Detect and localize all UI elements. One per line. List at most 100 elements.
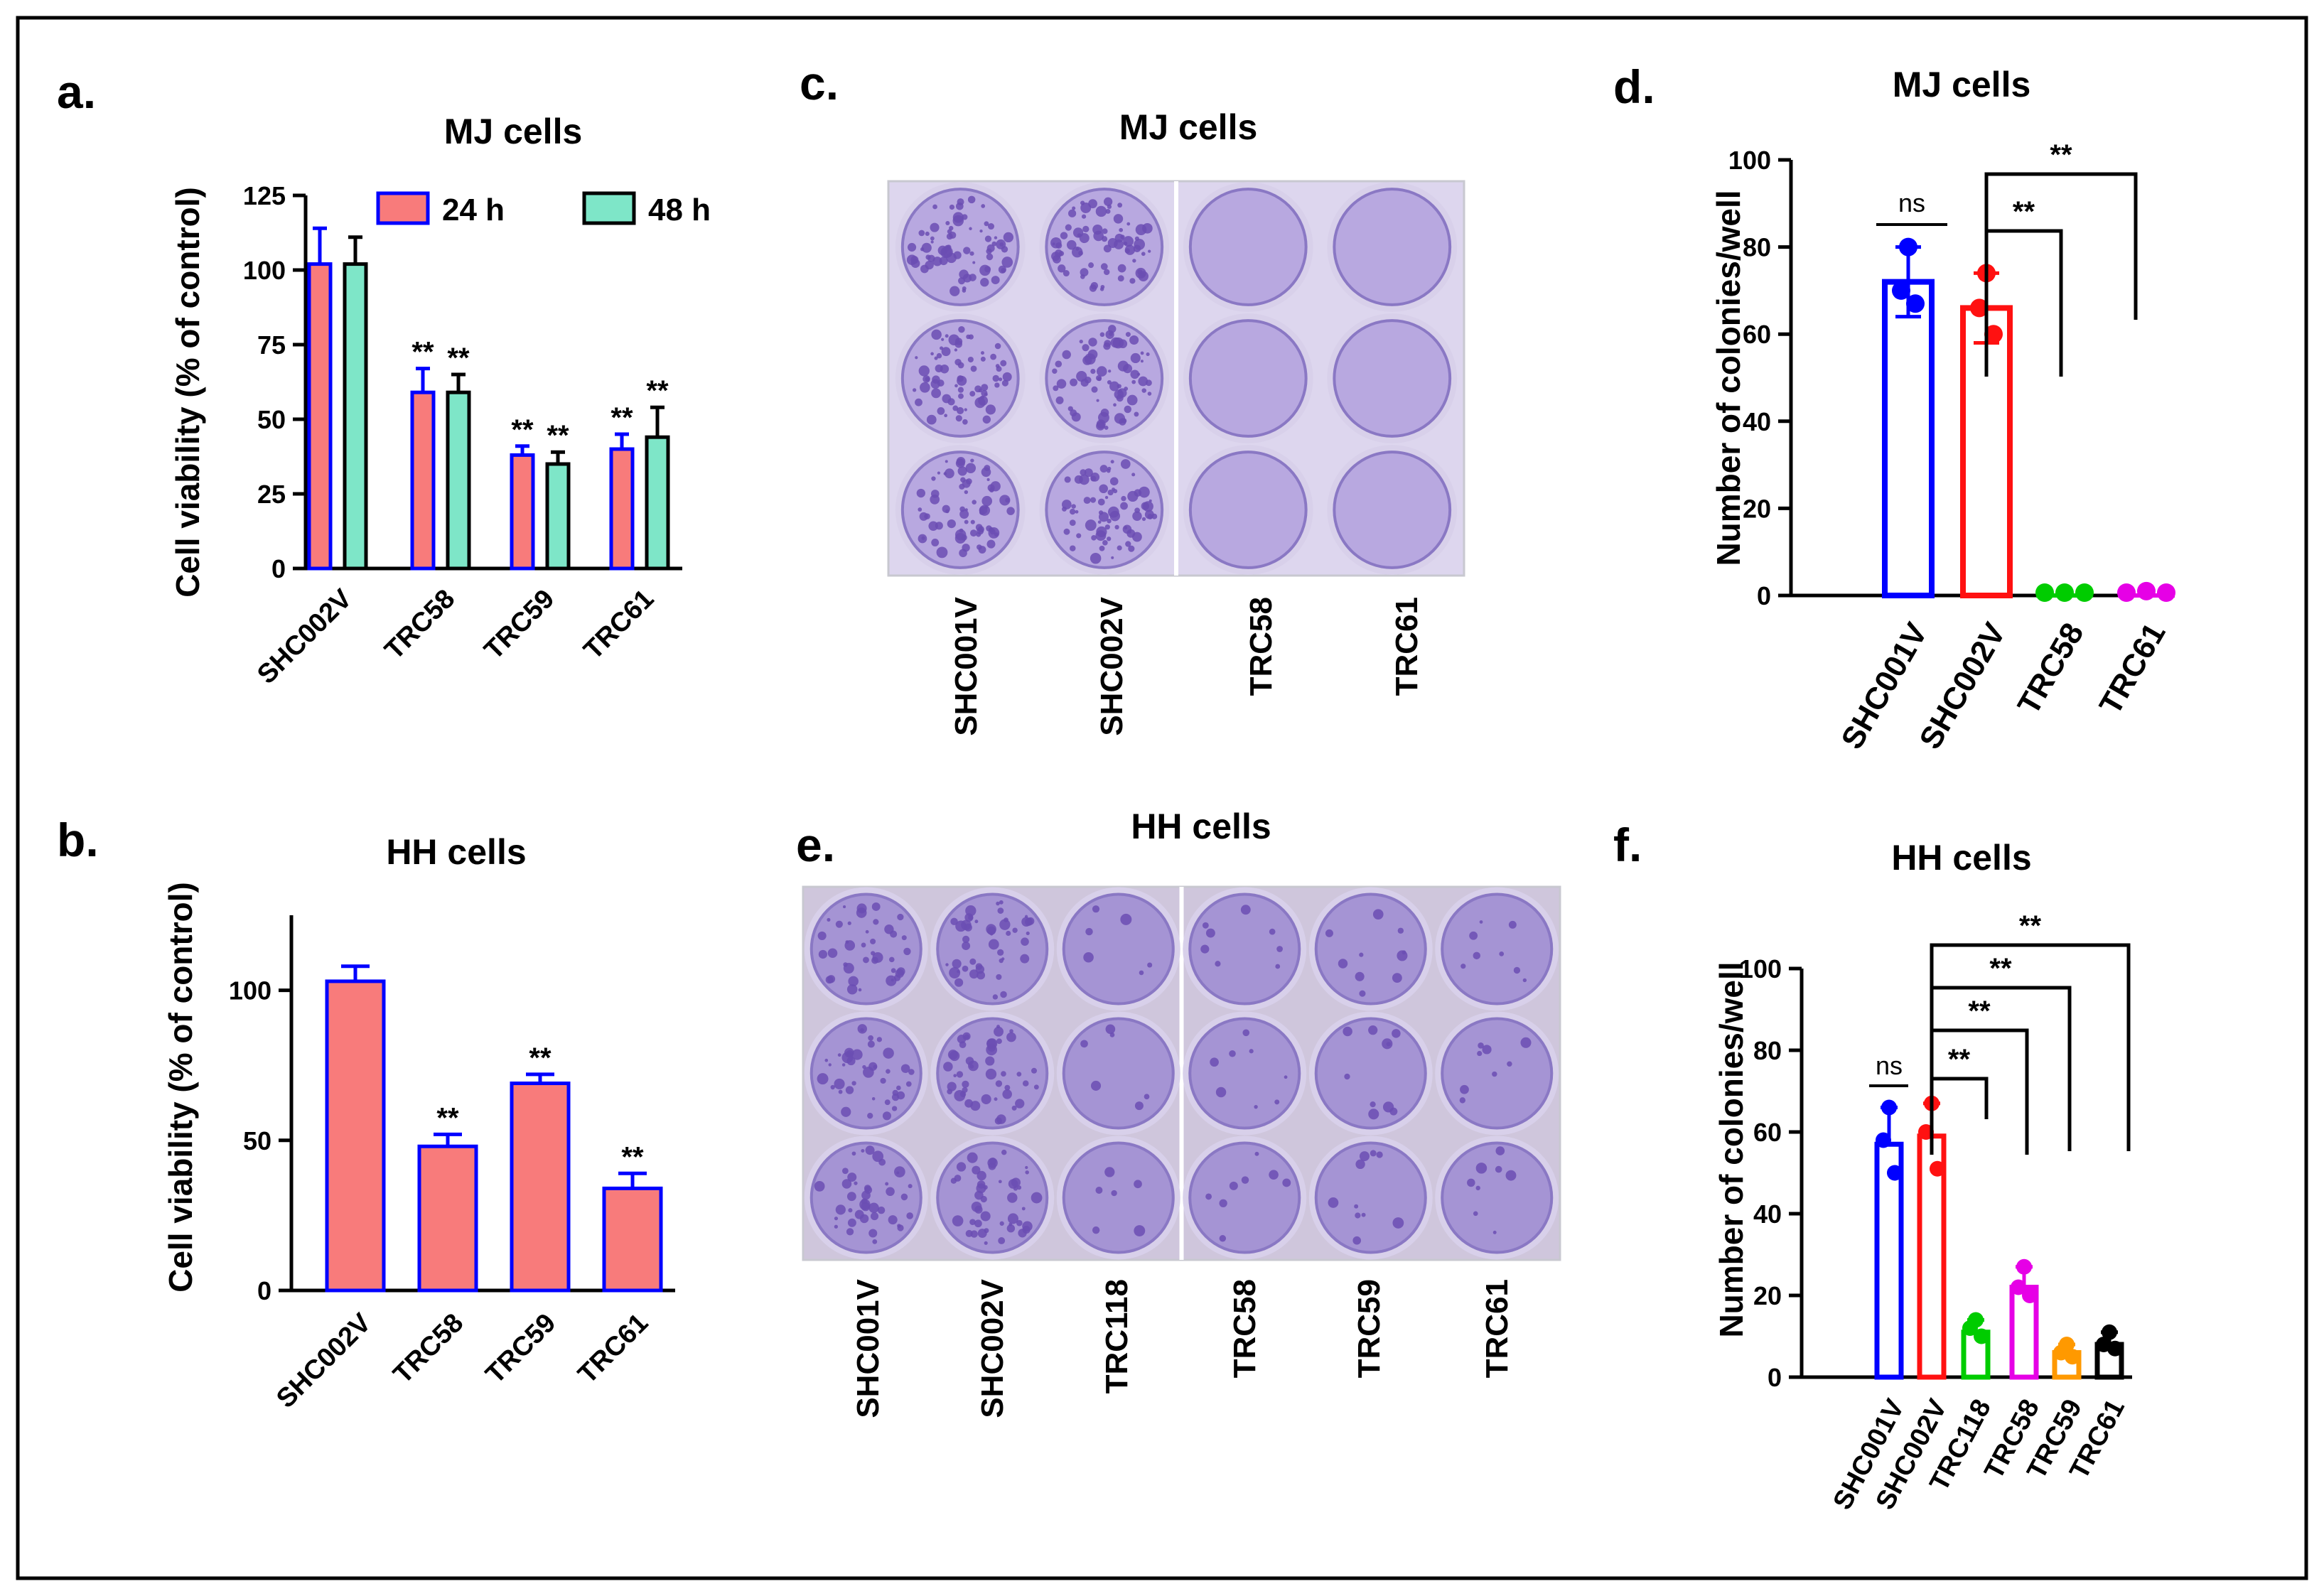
panel-e-colony: [1370, 1101, 1376, 1108]
panel-c-colony: [981, 467, 991, 478]
panel-e-colony: [954, 978, 964, 987]
panel-c-colony: [994, 382, 1000, 388]
panel-e-colony: [1001, 1149, 1007, 1155]
panel-c-colony: [930, 494, 940, 505]
panel-c-colony: [935, 364, 943, 372]
panel-c-colony: [1103, 197, 1113, 206]
panel-f-y-tick-label: 60: [1753, 1118, 1782, 1147]
panel-e-colony: [867, 1113, 873, 1119]
panel-e-colony: [962, 965, 969, 972]
panel-c-colony: [1123, 236, 1134, 247]
panel-c-colony: [999, 242, 1004, 247]
panel-e-colony: [1033, 1084, 1039, 1090]
panel-e-colony: [1006, 1224, 1016, 1233]
panel-f-data-point: [1887, 1165, 1903, 1181]
panel-c-colony: [964, 490, 969, 495]
panel-e-colony: [900, 1064, 910, 1073]
panel-e-colony: [908, 1184, 913, 1189]
panel-e-colony: [1205, 1193, 1212, 1200]
panel-b-y-tick-label: 100: [229, 976, 271, 1005]
panel-c-well: [1188, 188, 1308, 306]
panel-e-colony: [974, 1219, 982, 1228]
panel-c-colony: [1055, 360, 1063, 368]
panel-e-colony: [1007, 1213, 1019, 1224]
panel-e-colony: [884, 1099, 891, 1106]
panel-c-colony: [1133, 244, 1141, 253]
panel-e-colony: [996, 1114, 1006, 1124]
panel-e-colony: [1372, 909, 1384, 920]
panel-c-colony: [1096, 421, 1105, 431]
panel-e-colony: [1269, 1170, 1279, 1180]
panel-e-colony: [1338, 959, 1348, 969]
panel-c-colony: [1111, 556, 1114, 559]
panel-c-colony: [1136, 372, 1141, 376]
panel-e-column-label: TRC61: [1480, 1279, 1515, 1378]
panel-e-colony: [1397, 927, 1404, 934]
panel-e-colony: [861, 942, 866, 948]
panel-c-colony: [994, 532, 999, 537]
panel-e-colony: [1025, 1165, 1028, 1170]
panel-c-colony: [954, 532, 966, 544]
panel-e-colony: [954, 1089, 966, 1101]
panel-c-colony: [1128, 545, 1135, 552]
panel-e-colony: [970, 1230, 978, 1238]
panel-d-y-tick-label: 80: [1743, 233, 1771, 262]
panel-c-colony: [984, 266, 991, 273]
panel-c-colony: [932, 204, 937, 210]
panel-e-colony: [896, 1085, 901, 1091]
panel-c-colony: [952, 212, 964, 223]
panel-e-colony: [956, 1071, 964, 1078]
panel-e-colony: [846, 984, 858, 995]
panel-c-colony: [913, 388, 917, 392]
panel-c-colony: [957, 406, 964, 414]
panel-c-colony: [960, 477, 966, 482]
panel-c-colony: [987, 222, 995, 230]
panel-e-colony: [905, 1081, 912, 1087]
panel-e: e. HH cells SHC001V SHC002V TRC118 TRC58 TRC…: [796, 807, 1561, 1418]
panel-e-colony: [847, 921, 851, 925]
panel-a-y-tick-label: 75: [257, 330, 286, 360]
panel-c-colony: [1129, 278, 1136, 284]
panel-e-colony: [891, 968, 896, 974]
panel-e-colony: [1215, 1087, 1227, 1098]
panel-e-colony: [1021, 1207, 1026, 1211]
panel-e-colony: [834, 1217, 839, 1221]
panel-c-colony: [1084, 468, 1093, 478]
panel-e-colony: [970, 1101, 981, 1111]
panel-c-colony: [999, 377, 1003, 382]
panel-c-colony: [918, 534, 927, 544]
panel-c-colony: [1096, 399, 1099, 402]
panel-e-colony: [1507, 1061, 1512, 1067]
panel-f-y-tick-label: 80: [1753, 1036, 1782, 1065]
panel-e-colony: [1025, 1170, 1029, 1175]
panel-e-colony: [1459, 1097, 1466, 1104]
panel-b-bar: [325, 979, 386, 1293]
panel-e-colony: [997, 949, 1004, 956]
panel-c-colony: [1113, 489, 1118, 494]
panel-c-colony: [947, 519, 956, 529]
legend-swatch-48h: [582, 191, 636, 225]
panel-d-y-tick-label: 0: [1757, 581, 1771, 610]
panel-c-colony: [1056, 379, 1067, 389]
panel-e-colony: [856, 903, 867, 914]
panel-e-colony: [886, 975, 897, 986]
panel-e-colony: [1006, 1032, 1016, 1042]
panel-c-colony: [1081, 214, 1087, 219]
panel-e-colony: [943, 1062, 953, 1072]
panel-c-colony: [1126, 394, 1138, 406]
panel-c-colony: [937, 406, 945, 415]
panel-e-colony: [861, 1148, 865, 1153]
panel-e-colony: [876, 1037, 882, 1042]
panel-c-colony: [1099, 484, 1108, 494]
panel-a-significance: **: [610, 402, 633, 433]
panel-a-significance: **: [547, 420, 569, 451]
panel-e-colony: [828, 1063, 832, 1067]
panel-c-colony: [1091, 386, 1098, 393]
panel-c-colony: [945, 460, 948, 463]
panel-e-colony: [1344, 1073, 1350, 1080]
panel-a-ylabel: Cell viability (% of control): [169, 187, 206, 598]
panel-f-data-point: [1962, 1320, 1978, 1336]
panel-e-colony: [868, 1202, 879, 1213]
panel-c-well: [1188, 319, 1308, 438]
panel-c-colony: [1050, 237, 1062, 249]
